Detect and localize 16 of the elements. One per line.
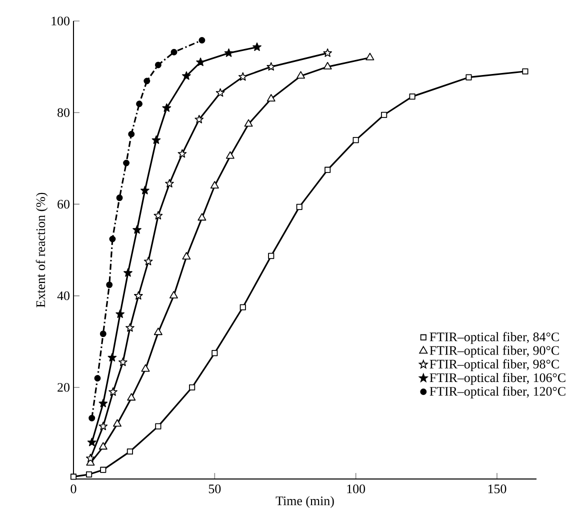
x-axis-title: Time (min) bbox=[276, 496, 334, 508]
x-tick-label: 50 bbox=[208, 484, 221, 494]
y-axis-title: Extent of reaction (%) bbox=[36, 192, 48, 308]
legend-label: FTIR–optical fiber, 120°C bbox=[430, 386, 566, 398]
y-tick-label: 60 bbox=[58, 200, 70, 209]
legend-label: FTIR–optical fiber, 98°C bbox=[430, 359, 559, 372]
x-tick-label: 150 bbox=[488, 484, 506, 494]
y-tick-label: 40 bbox=[57, 291, 70, 300]
y-tick-label: 80 bbox=[58, 108, 70, 117]
y-tick-label: 20 bbox=[58, 383, 70, 392]
y-tick-label: 100 bbox=[52, 16, 70, 26]
legend-label: FTIR–optical fiber, 106°C bbox=[430, 372, 566, 385]
legend-label: FTIR–optical fiber, 90°C bbox=[430, 346, 559, 358]
legend-label: FTIR–optical fiber, 84°C bbox=[430, 332, 559, 344]
x-tick-label: 100 bbox=[347, 484, 366, 494]
x-tick-label: 0 bbox=[70, 484, 76, 494]
